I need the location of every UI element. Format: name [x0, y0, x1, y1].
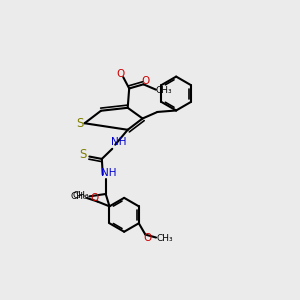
Text: CH₃: CH₃ [70, 192, 87, 201]
Text: S: S [79, 148, 86, 161]
Text: NH: NH [111, 137, 127, 147]
Text: O: O [90, 193, 98, 203]
Text: NH: NH [101, 168, 116, 178]
Text: CH₃: CH₃ [157, 234, 173, 243]
Text: CH₃: CH₃ [155, 86, 172, 95]
Text: S: S [76, 117, 83, 130]
Text: O: O [143, 233, 151, 243]
Text: O: O [142, 76, 150, 86]
Text: O: O [116, 69, 124, 79]
Text: CH₃: CH₃ [72, 191, 89, 200]
